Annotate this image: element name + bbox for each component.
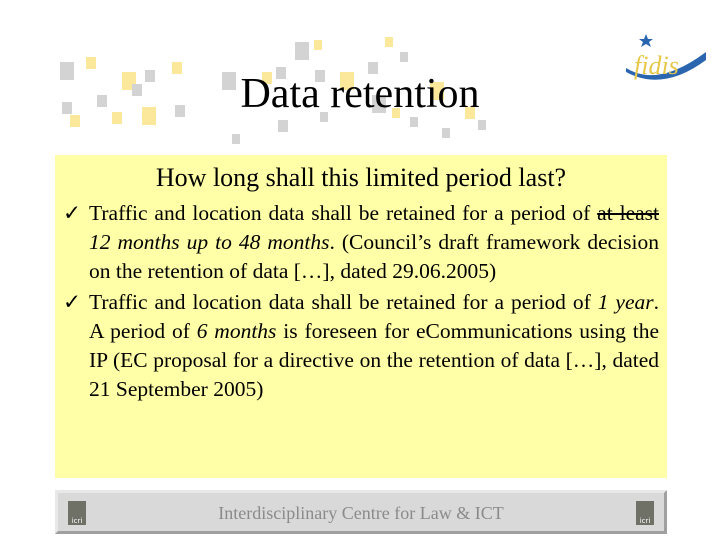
bullet-item: ✓ Traffic and location data shall be reta… [63, 290, 660, 401]
content-box: How long shall this limited period last?… [55, 155, 667, 478]
fidis-logo: fidis [618, 30, 710, 90]
icri-logo-right: icri [636, 501, 654, 525]
check-icon: ✓ [63, 290, 82, 314]
footer-bar: icri Interdisciplinary Centre for Law & … [55, 490, 667, 534]
icri-logo-left: icri [68, 501, 86, 525]
bullet-list: ✓ Traffic and location data shall be reta… [55, 199, 667, 404]
star-icon [639, 34, 653, 47]
check-icon: ✓ [63, 201, 82, 225]
question-heading: How long shall this limited period last? [155, 163, 567, 192]
svg-text:fidis: fidis [634, 51, 679, 80]
footer-text: Interdisciplinary Centre for Law & ICT [218, 503, 504, 523]
slide-title: Data retention [240, 71, 480, 117]
bullet-item: ✓ Traffic and location data shall be reta… [63, 201, 659, 283]
struck-text: at least [597, 201, 659, 225]
